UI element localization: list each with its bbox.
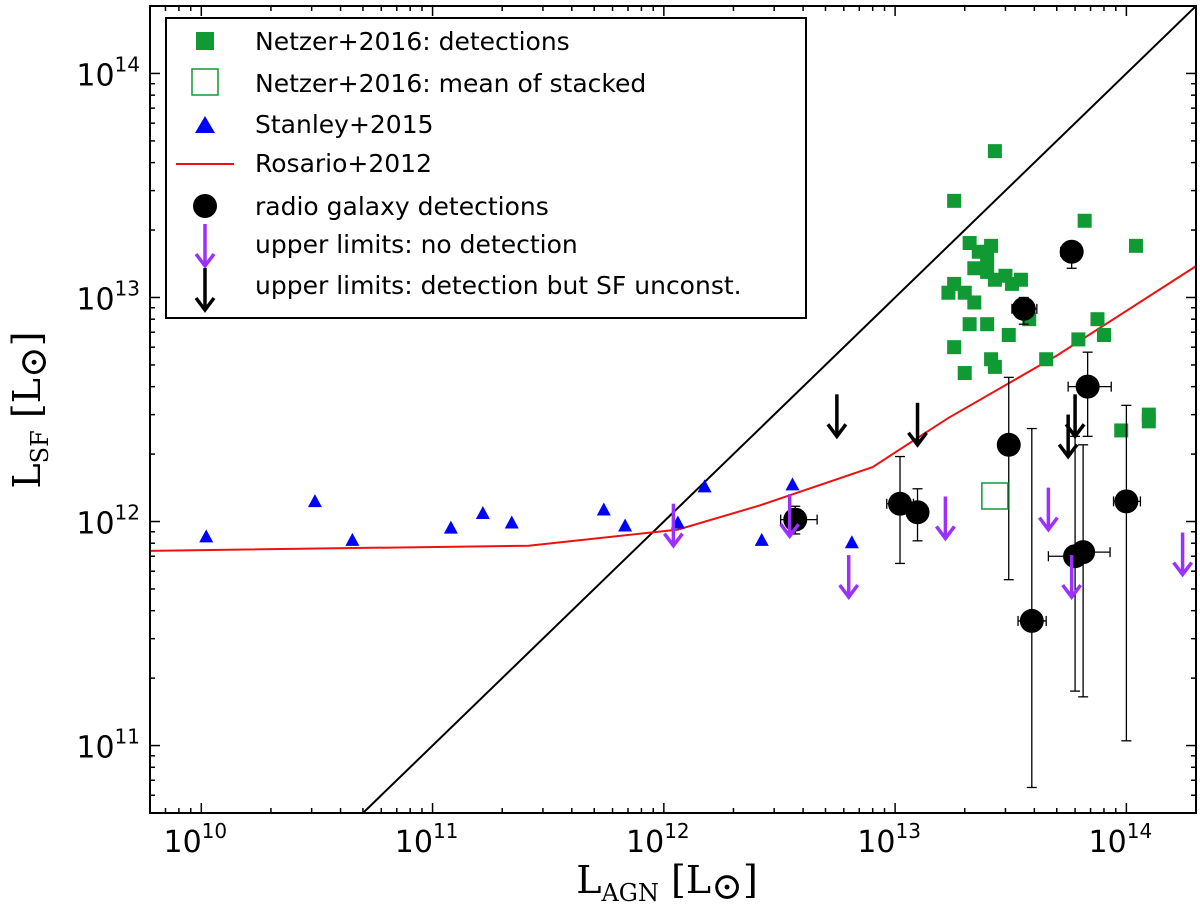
radio-point (1071, 540, 1096, 565)
legend-label-netzer-stacked: Netzer+2016: mean of stacked (255, 69, 646, 98)
x-tick-label: 1013 (857, 819, 921, 860)
legend-marker-netzer-detections (196, 32, 214, 50)
netzer-point (1004, 276, 1019, 291)
data-layer (150, 6, 1196, 813)
stanley-point (785, 477, 800, 491)
netzer-point (1141, 414, 1156, 429)
netzer-point (1071, 332, 1086, 347)
radio-point (1059, 239, 1084, 264)
x-tick-label: 1011 (395, 819, 459, 860)
legend-marker-radio (193, 194, 217, 218)
y-axis-label: LSF [L⊙] (5, 331, 55, 488)
legend-label-radio: radio galaxy detections (255, 192, 549, 221)
netzer-point (962, 317, 977, 332)
stanley-point (844, 535, 859, 549)
upper-limit-nodet-head (1061, 584, 1083, 600)
y-tick-label: 1011 (76, 725, 140, 766)
stanley-point (443, 520, 458, 534)
netzer-point (1114, 423, 1129, 438)
netzer-point (967, 295, 982, 310)
radio-point (1075, 374, 1100, 399)
upper-limit-nodet-head (1037, 516, 1059, 533)
netzer-point (980, 317, 995, 332)
netzer-point (947, 340, 962, 355)
legend: Netzer+2016: detections Netzer+2016: mea… (165, 17, 807, 319)
netzer-point (1096, 328, 1111, 343)
legend-marker-stanley (195, 116, 215, 133)
upper-limit-det-head (1057, 443, 1079, 460)
upper-limit-det-head (826, 423, 848, 440)
netzer-point (1039, 352, 1054, 367)
netzer-point (1128, 238, 1143, 253)
netzer-stacked-point (981, 482, 1009, 510)
upper-limit-nodet-head (779, 523, 801, 540)
netzer-point (987, 272, 1002, 287)
legend-label-upper-nodet: upper limits: no detection (255, 230, 578, 259)
x-tick-label: 1010 (163, 819, 227, 860)
legend-label-netzer-detections: Netzer+2016: detections (255, 27, 570, 56)
netzer-point (984, 238, 999, 253)
y-tick-label: 1012 (76, 501, 140, 542)
netzer-point (1001, 328, 1016, 343)
plot-frame (149, 5, 1197, 814)
stanley-point (618, 518, 633, 532)
radio-point (905, 500, 930, 525)
upper-limit-nodet-head (1172, 561, 1193, 578)
netzer-point (1090, 312, 1105, 327)
radio-point (1114, 489, 1139, 514)
stanley-point (697, 479, 712, 493)
radio-point (1011, 296, 1036, 321)
netzer-point (1077, 213, 1092, 228)
upper-limit-det-head (907, 431, 928, 448)
stanley-point (754, 532, 769, 546)
x-axis-label: LAGN [L⊙] (576, 858, 758, 908)
stanley-point (199, 529, 214, 543)
legend-marker-upper-nodet (194, 224, 216, 269)
legend-label-rosario: Rosario+2012 (255, 149, 432, 178)
legend-marker-netzer-stacked (191, 68, 219, 96)
radio-point (1019, 608, 1044, 633)
netzer-point (980, 251, 995, 266)
y-tick-label: 1014 (76, 52, 140, 93)
netzer-point (947, 193, 962, 208)
stanley-point (345, 532, 360, 546)
one-to-one-line (362, 6, 1196, 813)
legend-marker-upper-det (194, 268, 216, 313)
stanley-point (596, 502, 611, 516)
x-tick-label: 1014 (1089, 819, 1153, 860)
legend-label-upper-det: upper limits: detection but SF unconst. (255, 271, 742, 300)
upper-limit-nodet-head (935, 525, 956, 542)
x-tick-label: 1012 (626, 819, 690, 860)
netzer-point (957, 366, 972, 381)
stanley-point (307, 494, 322, 508)
upper-limit-nodet-head (663, 532, 684, 549)
radio-point (996, 432, 1021, 457)
netzer-point (987, 144, 1002, 159)
rosario-line (150, 265, 1196, 552)
y-tick-label: 1013 (76, 276, 140, 317)
netzer-point (967, 261, 982, 276)
stanley-point (504, 515, 519, 529)
netzer-point (987, 359, 1002, 374)
netzer-point (941, 285, 956, 300)
legend-label-stanley: Stanley+2015 (255, 110, 434, 139)
upper-limit-det-head (1064, 423, 1086, 440)
legend-frame (165, 17, 807, 319)
upper-limit-nodet-head (838, 584, 860, 600)
stanley-point (475, 506, 490, 520)
